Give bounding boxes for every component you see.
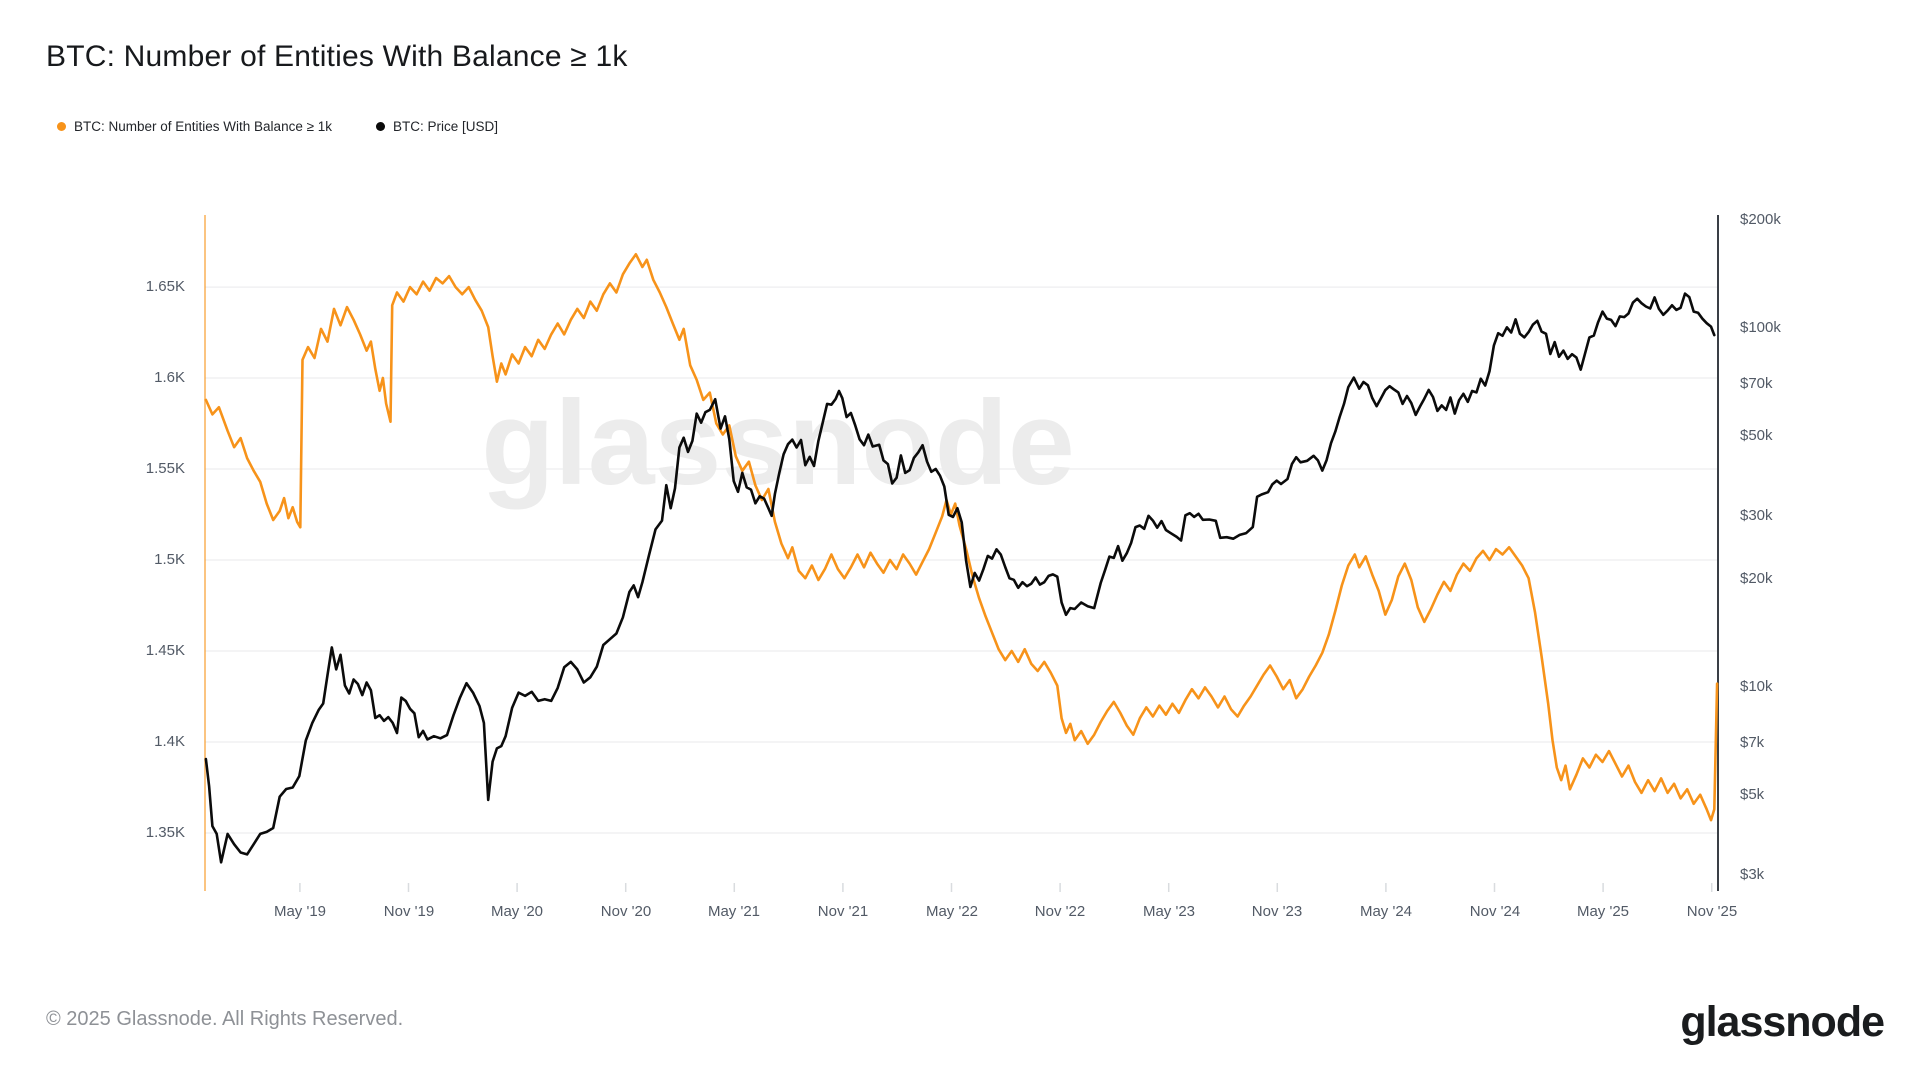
x-axis-tick-label: Nov '20 (600, 903, 652, 920)
x-axis-tick-label: Nov '21 (817, 903, 869, 920)
y-axis-right-tick-label: $20k (1740, 570, 1773, 587)
legend-item-price[interactable]: BTC: Price [USD] (376, 119, 498, 134)
footer-copyright: © 2025 Glassnode. All Rights Reserved. (46, 1008, 404, 1030)
y-axis-right-tick-label: $30k (1740, 507, 1773, 524)
x-axis-tick-label: May '22 (925, 903, 979, 920)
x-axis-tick-label: May '23 (1142, 903, 1196, 920)
y-axis-left-tick-label: 1.4K (154, 733, 185, 750)
y-axis-right-tick-label: $10k (1740, 678, 1773, 695)
y-axis-left-tick-label: 1.65K (145, 278, 185, 295)
x-axis-tick-label: May '19 (273, 903, 327, 920)
y-axis-right-tick-label: $7k (1740, 734, 1765, 751)
x-axis-tick-label: May '21 (707, 903, 761, 920)
x-axis-tick-label: Nov '23 (1251, 903, 1303, 920)
y-axis-right-tick-label: $50k (1740, 427, 1773, 444)
x-axis-tick-label: Nov '19 (383, 903, 435, 920)
x-axis-tick-label: Nov '22 (1034, 903, 1086, 920)
y-axis-left-tick-label: 1.45K (145, 642, 185, 659)
legend-label-entities: BTC: Number of Entities With Balance ≥ 1… (74, 119, 333, 134)
series-line-price (204, 292, 1716, 864)
watermark: glassnode (481, 376, 1075, 510)
legend: BTC: Number of Entities With Balance ≥ 1… (57, 119, 498, 134)
series-lines (204, 253, 1719, 864)
y-axis-right-tick-label: $70k (1740, 375, 1773, 392)
axis-lines (204, 215, 1719, 892)
legend-label-price: BTC: Price [USD] (393, 119, 499, 134)
y-axis-left-tick-label: 1.55K (145, 460, 185, 477)
y-axis-left-tick-label: 1.5K (154, 551, 185, 568)
series-line-entities (204, 253, 1719, 822)
y-axis-right-tick-label: $100k (1740, 319, 1781, 336)
y-axis-left-tick-label: 1.35K (145, 824, 185, 841)
y-axis-left-tick-label: 1.6K (154, 369, 185, 386)
x-axis-tick-label: Nov '25 (1686, 903, 1738, 920)
x-axis-tick-label: May '20 (490, 903, 544, 920)
y-axis-right-tick-label: $5k (1740, 786, 1765, 803)
glassnode-logo: glassnode (1680, 998, 1885, 1046)
legend-item-entities[interactable]: BTC: Number of Entities With Balance ≥ 1… (57, 119, 332, 134)
legend-dot-price-icon (376, 122, 386, 131)
legend-dot-entities-icon (57, 122, 66, 131)
x-axis-tick-label: Nov '24 (1469, 903, 1521, 920)
x-axis-tick-label: May '24 (1359, 903, 1413, 920)
x-axis-tick-label: May '25 (1576, 903, 1630, 920)
page-title: BTC: Number of Entities With Balance ≥ 1… (46, 40, 628, 73)
y-axis-right-tick-label: $200k (1740, 211, 1781, 228)
y-axis-right-tick-label: $3k (1740, 866, 1765, 883)
